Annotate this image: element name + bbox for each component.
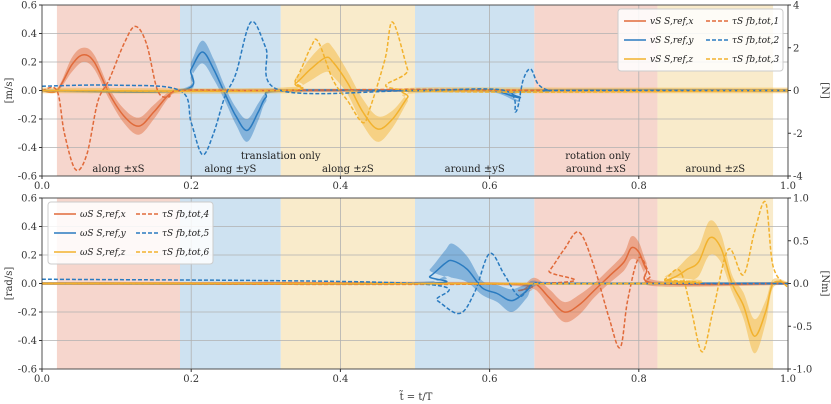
y-tick-label: -0.2 [18, 115, 37, 126]
bottom-panel: -0.6 -0.4 -0.2 0.0 0.2 0.4 0.6 -1.0 -0.5 0.0 0.5 1.… [4, 194, 830, 386]
legend-entry: ωS S,ref,z [80, 248, 126, 258]
legend-entry: τS fb,tot,1 [732, 17, 779, 27]
y2-tick-label: 0.5 [793, 236, 809, 247]
series-line [41, 25, 789, 172]
y2-tick-label: -1.0 [793, 365, 812, 376]
legend-entry: τS fb,tot,6 [162, 248, 209, 258]
y2-axis-label: [Nm] [819, 270, 830, 296]
y-axis-label: [m/s] [4, 78, 15, 104]
top-panel: -0.6 -0.4 -0.2 0.0 0.2 0.4 0.6 -4 -2 0 2 4 0.0 0.2 0.4… [4, 1, 830, 193]
series-line [41, 200, 789, 353]
x-tick-label: 0.2 [183, 181, 199, 192]
region-label: around ±yS [445, 164, 505, 175]
y-tick-label: 0.6 [21, 1, 37, 12]
y2-tick-label: -0.5 [793, 322, 812, 333]
region-label: along ±xS [92, 164, 144, 175]
y-tick-label: -0.2 [18, 308, 37, 319]
x-tick-label: 0.0 [34, 374, 50, 385]
x-tick-label: 0.4 [332, 374, 348, 385]
x-tick-label: 0.6 [482, 374, 498, 385]
x-tick-label: 0.2 [183, 374, 199, 385]
y-tick-label: 0.4 [21, 222, 37, 233]
y-tick-label: 0.2 [21, 58, 37, 69]
y-tick-label: 0.4 [21, 29, 37, 40]
y2-tick-label: 2 [793, 43, 799, 54]
region-label: around ±xS [566, 164, 626, 175]
y2-axis-label: [N] [819, 82, 830, 99]
y-axis-label: [rad/s] [4, 267, 15, 301]
legend-box [617, 8, 784, 72]
series-band [42, 42, 788, 142]
x-tick-label: 0.4 [332, 181, 348, 192]
x-tick-label: 0.0 [34, 181, 50, 192]
series-band [42, 220, 788, 354]
legend-entry: ωS S,ref,y [80, 229, 127, 239]
y-tick-label: -0.6 [18, 365, 37, 376]
series-line [41, 21, 789, 124]
y2-tick-label: 0.0 [793, 279, 809, 290]
legend-entry: τS fb,tot,5 [162, 229, 209, 239]
x-tick-label: 0.6 [482, 181, 498, 192]
y2-tick-label: -4 [793, 172, 803, 183]
y2-tick-label: 4 [793, 1, 799, 12]
legend-box [47, 201, 214, 265]
y2-tick-label: 0 [793, 86, 799, 97]
y-tick-label: -0.6 [18, 172, 37, 183]
y-tick-label: -0.4 [18, 143, 37, 154]
group-label: translation only [241, 151, 321, 162]
legend-entry: vS S,ref,x [650, 17, 693, 27]
legend-entry: τS fb,tot,2 [732, 36, 779, 46]
x-tick-label: 0.8 [631, 374, 647, 385]
series-line [41, 20, 788, 156]
x-tick-label: 1.0 [780, 181, 796, 192]
legend-entry: τS fb,tot,4 [162, 210, 209, 220]
x-axis-label: t̃ = t/T [399, 390, 433, 403]
y-tick-label: 0.2 [21, 251, 37, 262]
legend-entry: ωS S,ref,x [80, 210, 126, 220]
y-tick-label: -0.4 [18, 336, 37, 347]
legend-entry: vS S,ref,z [650, 55, 693, 65]
y2-tick-label: 1.0 [793, 194, 809, 205]
x-tick-label: 1.0 [780, 374, 796, 385]
y-tick-label: 0.0 [21, 86, 37, 97]
y-tick-label: 0.6 [21, 194, 37, 205]
region-label: along ±yS [204, 164, 256, 175]
legend-entry: vS S,ref,y [650, 36, 694, 46]
y2-tick-label: -2 [793, 129, 803, 140]
x-tick-label: 0.8 [631, 181, 647, 192]
group-label: rotation only [565, 151, 630, 162]
region-label: along ±zS [322, 164, 374, 175]
y-tick-label: 0.0 [21, 279, 37, 290]
legend-entry: τS fb,tot,3 [732, 55, 779, 65]
region-label: around ±zS [685, 164, 745, 175]
